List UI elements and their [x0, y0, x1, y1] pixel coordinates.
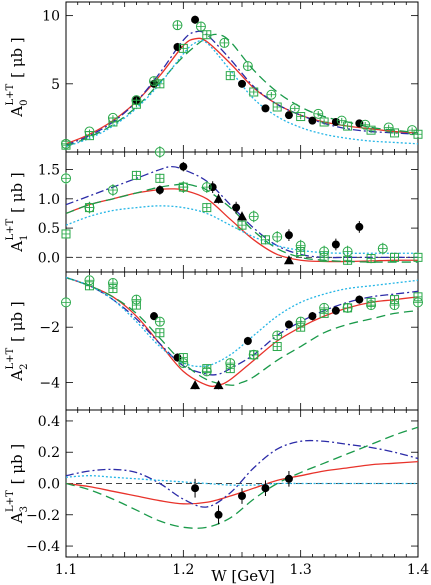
y-axis-label: A3L+T[ μb ] — [5, 444, 30, 525]
x-tick-label: 1.3 — [290, 562, 312, 578]
data-point-filled-circle — [308, 312, 317, 321]
y-tick-label: 1.0 — [38, 192, 60, 208]
data-point-filled-circle — [238, 79, 246, 88]
data-point-filled-circle — [214, 510, 223, 519]
y-tick-label: 10 — [42, 9, 60, 25]
data-point-filled-circle — [261, 104, 270, 113]
y-tick-label: 1.5 — [38, 163, 60, 179]
data-point-filled-triangle — [213, 193, 224, 203]
model-curve-dashed — [66, 426, 418, 529]
panel-A3: −0.4 −0.2 0.0 0.2 0.4 A3L+T[ μb ] 1.1 1.2 1.3 1.4 — [5, 409, 429, 578]
data-point-filled-circle — [191, 484, 200, 493]
y-axis-label: A2L+T[ μb ] — [5, 301, 30, 382]
model-curve-dotted — [66, 475, 418, 486]
panel-A0: 5 10 A0L+T[ μb ] — [5, 1, 423, 153]
y-tick-label: 0.0 — [38, 477, 60, 493]
data-point-filled-circle — [261, 484, 270, 493]
model-curve-solid — [66, 37, 418, 145]
x-tick-label: 1.1 — [55, 562, 77, 578]
data-point-filled-circle — [155, 186, 164, 195]
data-point-filled-circle — [179, 162, 188, 171]
model-curve-dashdot — [66, 439, 418, 508]
data-point-filled-circle — [331, 118, 340, 126]
x-tick-label: 1.4 — [407, 562, 429, 578]
data-point-filled-circle — [355, 222, 364, 231]
y-axis-label: A1L+T[ μb ] — [5, 172, 30, 253]
y-tick-label: 0.5 — [38, 221, 60, 237]
data-point-filled-triangle — [190, 380, 201, 390]
y-tick-label: 0.0 — [38, 250, 60, 266]
model-curve-dashed — [66, 183, 418, 263]
y-tick-label: −0.2 — [26, 508, 60, 524]
y-axis-label: A0L+T[ μb ] — [5, 37, 30, 118]
x-tick-label: 1.2 — [172, 562, 194, 578]
data-point-filled-circle — [284, 111, 293, 120]
data-point-filled-circle — [238, 492, 246, 501]
model-curve-dashdot — [66, 165, 418, 259]
y-tick-label: 0.2 — [38, 445, 60, 461]
y-tick-label: −4 — [39, 375, 60, 391]
panel-A2: −2 −4 A2L+T[ μb ] — [5, 271, 423, 411]
data-point-filled-triangle — [283, 255, 294, 265]
data-point-filled-circle — [284, 231, 293, 240]
data-point-filled-circle — [150, 312, 158, 321]
model-curve-dotted — [66, 205, 418, 254]
model-curve-dashdot — [66, 30, 418, 146]
y-tick-label: 0.4 — [38, 414, 60, 430]
x-axis-label: W [GeV] — [211, 567, 275, 585]
model-curve-dotted — [66, 276, 418, 368]
panel-frame — [65, 271, 419, 411]
data-point-filled-circle — [232, 203, 241, 212]
data-point-filled-circle — [331, 240, 340, 249]
data-point-filled-circle — [355, 119, 364, 128]
model-curve-dotted — [66, 39, 418, 148]
data-point-filled-circle — [191, 15, 200, 24]
y-tick-label: 5 — [51, 77, 60, 93]
data-point-filled-circle — [284, 474, 293, 483]
model-curve-solid — [66, 276, 418, 388]
y-tick-label: −2 — [39, 320, 60, 336]
data-point-filled-triangle — [237, 211, 247, 221]
panel-A1: 0.0 0.5 1.0 1.5 A1L+T[ μb ] — [5, 146, 423, 273]
data-point-filled-triangle — [213, 380, 224, 390]
data-point-filled-circle — [331, 306, 340, 315]
data-point-filled-circle — [308, 116, 317, 125]
model-curve-dashdot — [66, 276, 418, 376]
data-point-filled-circle — [243, 337, 252, 345]
model-curve-dashed — [66, 276, 418, 386]
y-tick-label: −0.4 — [26, 539, 60, 555]
data-point-filled-circle — [355, 295, 364, 304]
data-point-filled-circle — [284, 320, 293, 329]
model-curve-dashed — [66, 33, 418, 148]
